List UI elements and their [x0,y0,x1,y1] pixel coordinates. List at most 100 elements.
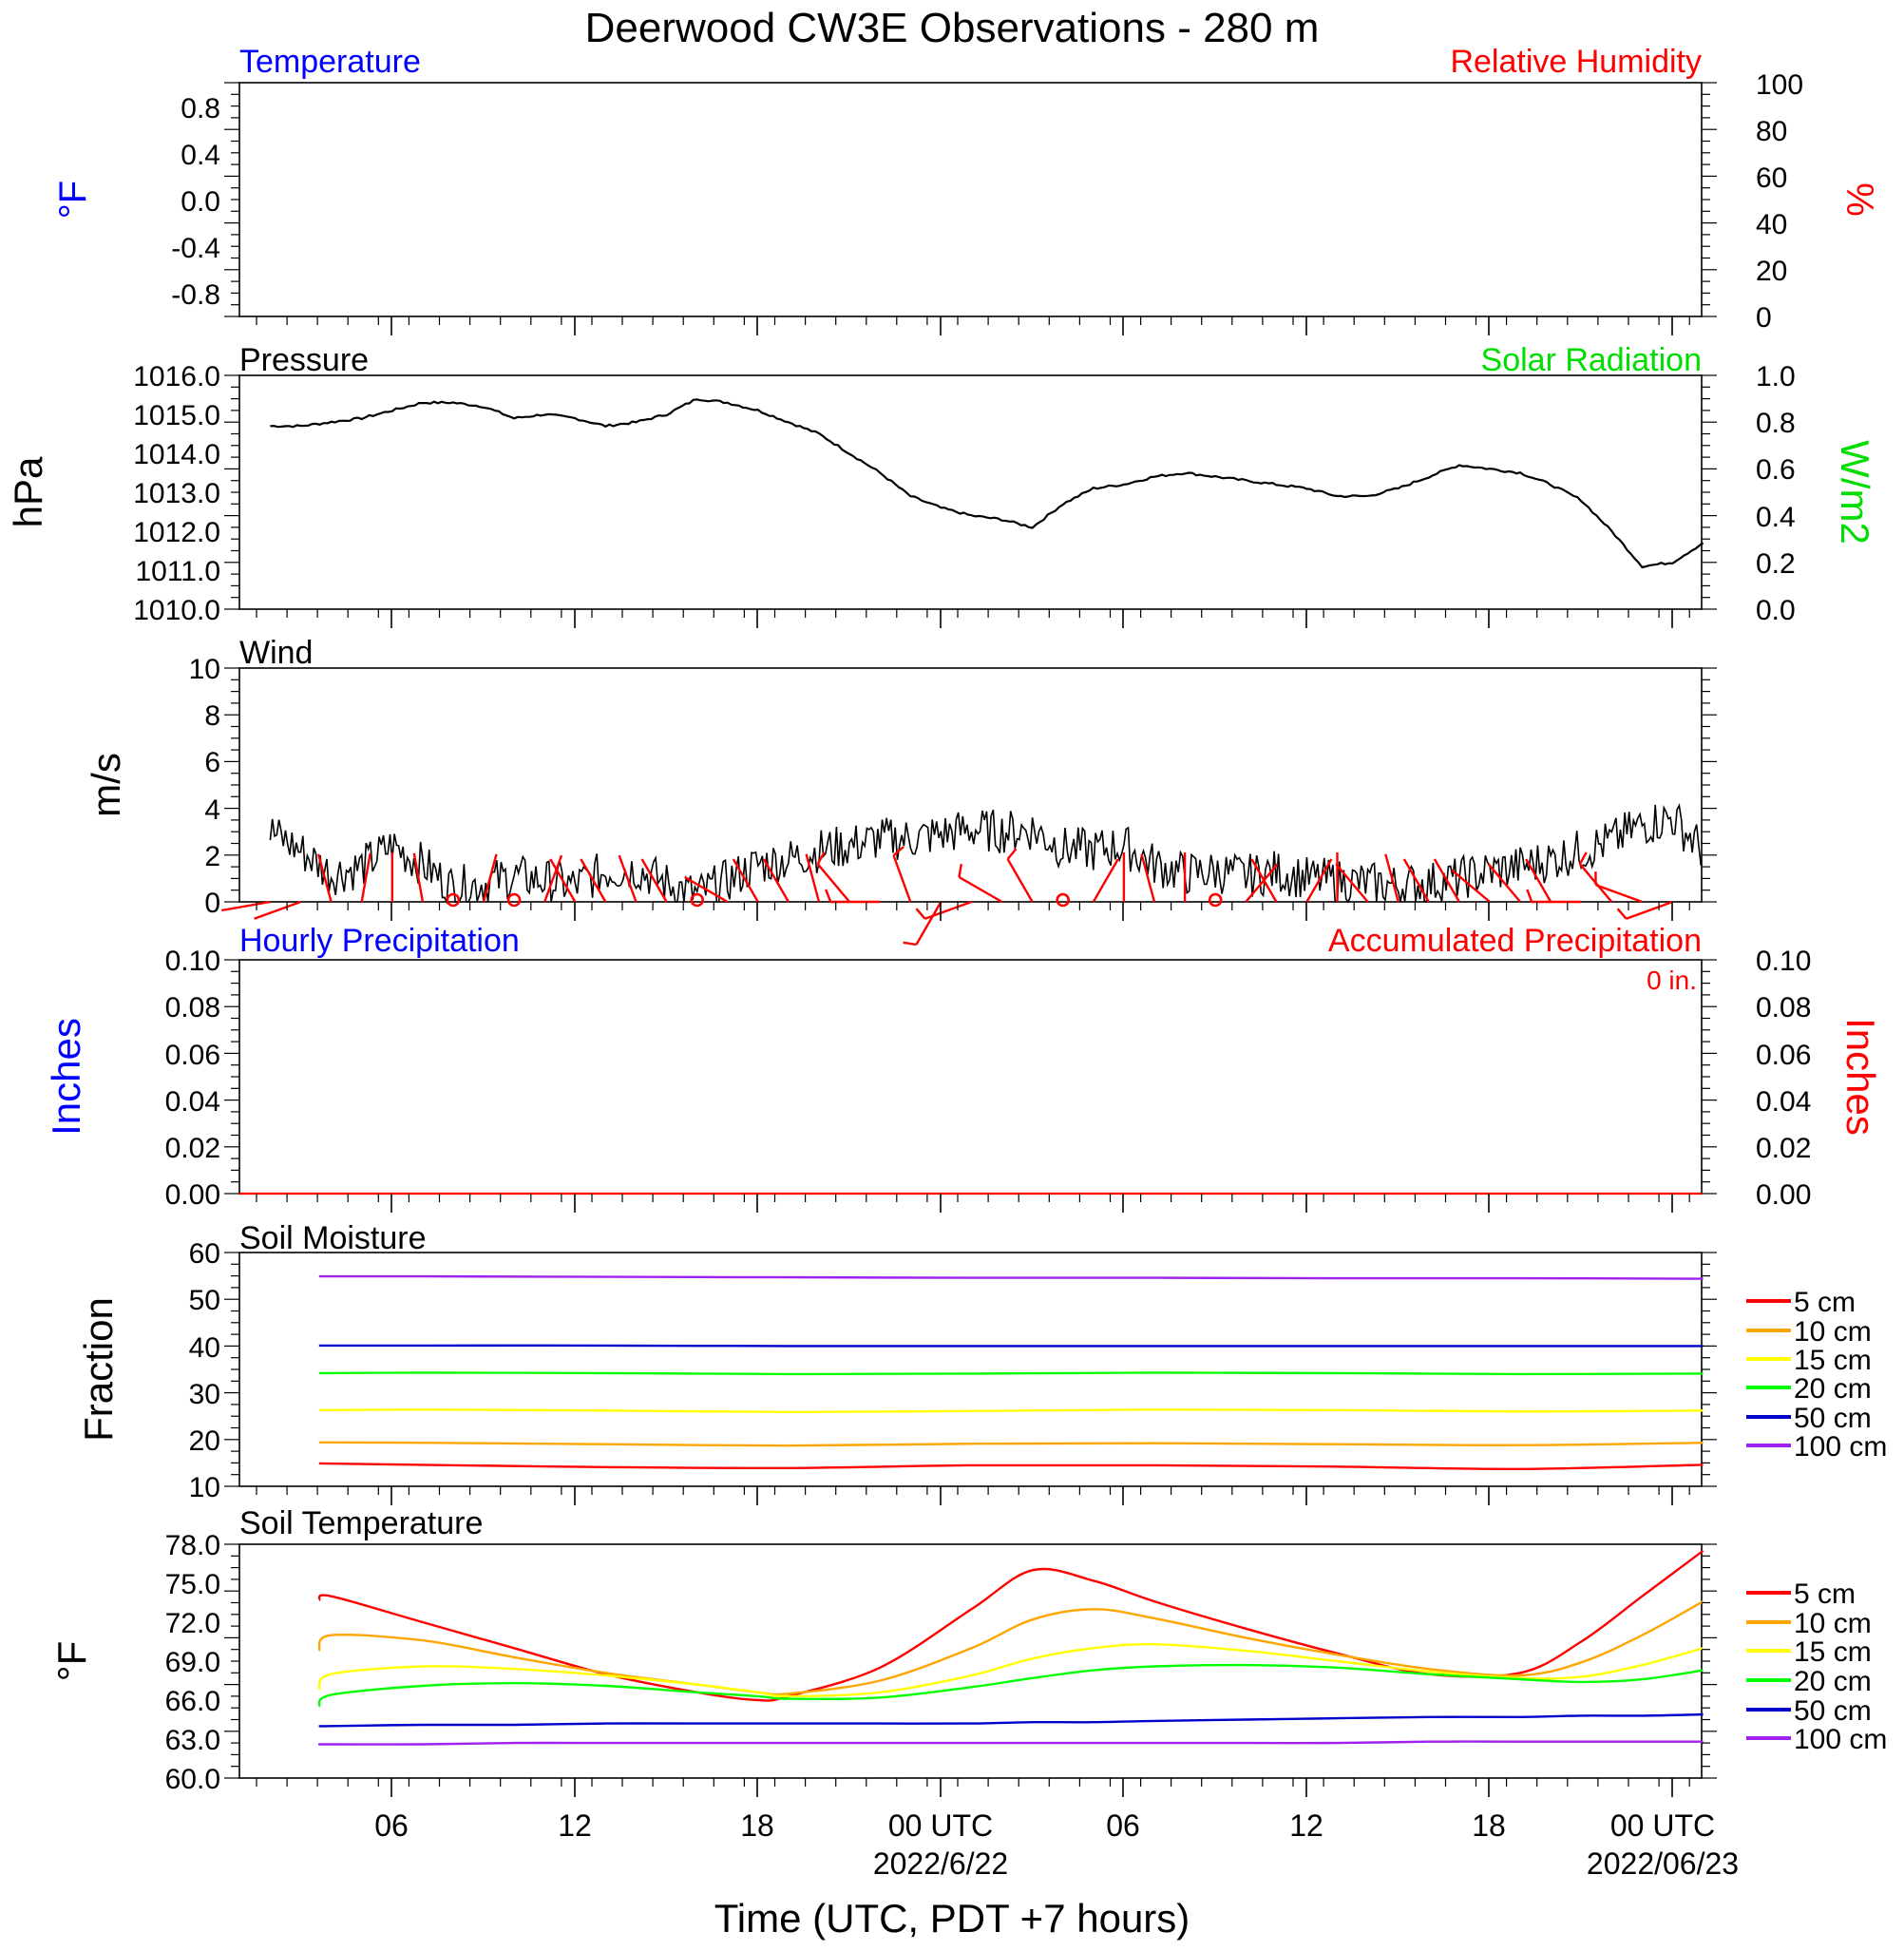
solar-tick-label: 0.4 [1756,502,1796,533]
soil-temperature-line-50cm [317,1712,1704,1728]
wind-barb [1626,900,1673,920]
wind-barb [1250,858,1278,903]
soil-moisture-line-15cm [318,1408,1704,1414]
soil-temperature-legend: 5 cm 10 cm 15 cm 20 cm 50 cm 100 cm [1746,1578,1887,1755]
wind-barb [316,853,333,903]
soil-temp-tick-label: 63.0 [165,1725,220,1756]
solar-tick-label: 0.2 [1756,548,1796,580]
wind-barb-calm [1056,892,1070,908]
wind-barb [915,901,942,946]
wind-tick-label: 10 [189,654,220,685]
hourly-precip-tick-label: 0.10 [165,946,220,977]
legend-label-15cm: 15 cm [1794,1636,1872,1668]
x-tick-label: 06 [1106,1808,1140,1843]
wind-barb [220,900,271,912]
temperature-tick-label: -0.8 [171,279,220,311]
solar-radiation-title: Solar Radiation [1481,342,1702,378]
legend-label-100cm: 100 cm [1794,1431,1887,1463]
wind-barb-flag [816,851,826,865]
soil-temp-tick-label: 72.0 [165,1608,220,1639]
soil-temp-tick-label: 75.0 [165,1569,220,1600]
x-axis-title: Time (UTC, PDT +7 hours) [714,1896,1190,1941]
hourly-precip-y-ticks: 0.10 0.08 0.06 0.04 0.02 0.00 [165,946,220,1211]
hourly-precip-tick-label: 0.02 [165,1133,220,1164]
soil-moisture-y-axis-label: Fraction [76,1297,121,1442]
hourly-precip-tick-label: 0.00 [165,1179,220,1211]
humidity-tick-label: 80 [1756,116,1787,147]
soil-moisture-y-ticks: 60 50 40 30 20 10 [189,1238,220,1503]
wind-barb [549,858,577,903]
wind-barb-calm [1208,892,1223,908]
wind-barb [684,875,729,904]
temperature-tick-label: -0.4 [171,233,220,264]
wind-barb [360,852,371,903]
accum-precip-tick-label: 0.02 [1756,1133,1811,1164]
legend-label-5cm: 5 cm [1794,1578,1856,1610]
precipitation-panel: Hourly Precipitation Accumulated Precipi… [44,923,1883,1211]
temperature-y-ticks: 0.8 0.4 0.0 -0.4 -0.8 [171,93,220,311]
wind-tick-label: 2 [204,841,220,872]
solar-tick-label: 0.0 [1756,595,1796,626]
soil-moisture-legend: 5 cm 10 cm 15 cm 20 cm 50 cm 100 cm [1746,1287,1887,1463]
pressure-line [270,398,1704,569]
wind-barb [762,858,790,903]
pressure-tick-label: 1013.0 [133,478,220,509]
temperature-panel: Temperature Relative Humidity 0.8 0.4 0.… [52,44,1880,334]
legend-label-10cm: 10 cm [1794,1608,1872,1639]
wind-barb [1006,858,1034,903]
wind-barb [543,854,563,903]
pressure-title: Pressure [239,342,369,378]
wind-tick-label: 4 [204,794,220,826]
hourly-precip-tick-label: 0.08 [165,992,220,1023]
figure-title: Deerwood CW3E Observations - 280 m [585,5,1320,51]
soil-temperature-panel: Soil Temperature 78.0 75.0 72.0 69.0 66.… [49,1505,1887,1795]
wind-barb [1595,884,1643,904]
hourly-precip-tick-label: 0.06 [165,1040,220,1071]
wind-barb [958,875,1003,904]
soil-moisture-title: Soil Moisture [239,1220,427,1256]
pressure-y-axis-label: hPa [6,456,50,527]
wind-barb [732,858,759,903]
hourly-precipitation-title: Hourly Precipitation [239,923,520,959]
legend-label-10cm: 10 cm [1794,1316,1872,1348]
accum-precip-tick-label: 0.04 [1756,1086,1811,1118]
wind-barb-flag [1616,908,1628,920]
accum-precip-tick-label: 0.08 [1756,992,1811,1023]
accumulated-total-label: 0 in. [1647,966,1697,995]
soil-moisture-line-100cm [318,1274,1704,1280]
soil-moisture-lines [318,1274,1704,1471]
soil-moisture-tick-label: 30 [189,1379,220,1410]
wind-barb [1487,863,1522,903]
hourly-precip-y-axis-label: Inches [44,1018,88,1136]
x-tick-label: 06 [374,1808,409,1843]
temperature-tick-label: 0.4 [181,140,220,171]
accum-precip-y-ticks: 0.10 0.08 0.06 0.04 0.02 0.00 [1756,946,1811,1211]
accumulated-precipitation-title: Accumulated Precipitation [1328,923,1702,959]
hourly-precip-tick-label: 0.04 [165,1086,220,1118]
soil-temperature-y-ticks: 78.0 75.0 72.0 69.0 66.0 63.0 60.0 [165,1530,220,1795]
pressure-tick-label: 1012.0 [133,517,220,548]
wind-barbs [220,846,1673,947]
wind-barb [1433,858,1460,903]
humidity-y-axis-label: % [1838,182,1880,217]
temperature-tick-label: 0.8 [181,93,220,124]
relative-humidity-title: Relative Humidity [1450,44,1702,80]
x-tick-label: 12 [558,1808,592,1843]
soil-moisture-tick-label: 60 [189,1238,220,1270]
legend-label-5cm: 5 cm [1794,1287,1856,1318]
x-axis: 06 12 18 00 UTC 06 12 18 00 UTC 2022/6/2… [374,1808,1739,1941]
soil-moisture-tick-label: 20 [189,1425,220,1457]
x-tick-label: 18 [1472,1808,1506,1843]
wind-barb [580,858,607,903]
soil-temperature-line-20cm [317,1663,1704,1708]
soil-temp-tick-label: 60.0 [165,1764,220,1795]
wind-barb [1451,869,1491,903]
accum-precip-tick-label: 0.10 [1756,946,1811,977]
wind-tick-label: 6 [204,747,220,778]
wind-barb-flag [915,908,926,920]
wind-barb [1092,858,1119,903]
legend-label-100cm: 100 cm [1794,1724,1887,1755]
wind-barb-flag [825,889,832,903]
pressure-tick-label: 1015.0 [133,400,220,431]
